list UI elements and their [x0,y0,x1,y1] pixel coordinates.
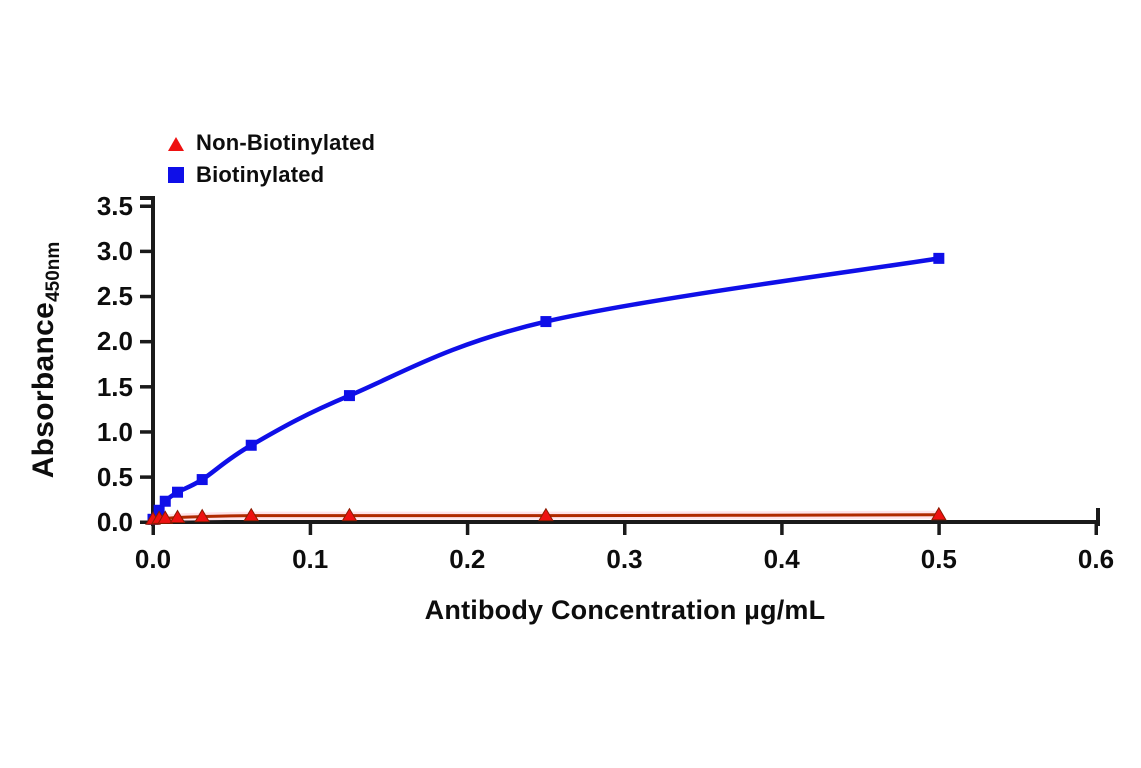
y-axis-line [151,196,155,526]
y-tick-mark [140,430,151,434]
legend: Non-Biotinylated Biotinylated [166,130,375,188]
x-axis-end-cap [1096,508,1100,526]
non-biotinylated-point [538,507,554,522]
x-tick-mark [465,524,470,535]
biotinylated-point [159,495,171,507]
y-tick-label: 3.0 [96,236,133,267]
y-tick-mark [140,249,151,254]
x-tick-label: 0.3 [606,544,643,574]
x-tick-mark [937,524,941,535]
x-axis-line [151,520,1100,524]
x-tick-label: 0.1 [292,544,329,574]
biotinylated-point [153,504,165,516]
x-tick-mark [1094,524,1098,535]
biotinylated-point [540,316,552,328]
x-tick-mark [623,524,627,535]
legend-item-biotinylated: Biotinylated [166,162,375,188]
non-biotinylated-point [243,507,260,522]
y-tick-mark [140,294,151,299]
x-tick-label: 0.0 [134,544,172,574]
x-tick-mark [151,524,155,535]
y-tick-label: 3.5 [96,191,133,221]
biotinylated-point [245,439,257,451]
x-tick-label: 0.4 [763,544,800,574]
y-tick-mark [140,520,151,524]
non-biotinylated-point [930,506,947,521]
legend-label-biotinylated: Biotinylated [196,162,325,187]
x-axis-title: Antibody Concentration µg/mL [424,595,826,625]
y-tick-mark [140,339,151,344]
y-tick-label: 1.0 [96,416,133,447]
x-tick-label: 0.5 [920,544,957,574]
y-tick-mark [140,385,151,389]
red-triangle-icon [166,135,186,152]
y-tick-label: 0.5 [96,461,133,492]
legend-item-non-biotinylated: Non-Biotinylated [166,130,375,156]
non-biotinylated-point [157,510,174,524]
x-tick-mark [780,524,784,535]
biotinylated-line [151,256,940,521]
biotinylated-point [196,474,208,486]
non-biotinylated-point [169,509,186,523]
non-biotinylated-point [341,507,358,522]
blue-square-icon [166,167,186,183]
x-tick-mark [308,524,313,535]
y-tick-label: 2.0 [96,326,133,357]
y-tick-label: 0.0 [96,507,133,537]
y-tick-mark [140,475,151,479]
y-tick-mark [140,204,151,208]
y-tick-label: 2.5 [96,281,133,312]
y-axis-end-cap [140,196,155,200]
x-tick-label: 0.2 [449,544,486,574]
y-tick-label: 1.5 [96,371,133,402]
biotinylated-point [933,252,945,264]
x-tick-label: 0.6 [1077,544,1115,574]
non-biotinylated-point [194,508,211,523]
legend-label-non-biotinylated: Non-Biotinylated [196,130,376,155]
biotinylated-point [343,390,355,402]
biotinylated-point [172,486,184,498]
